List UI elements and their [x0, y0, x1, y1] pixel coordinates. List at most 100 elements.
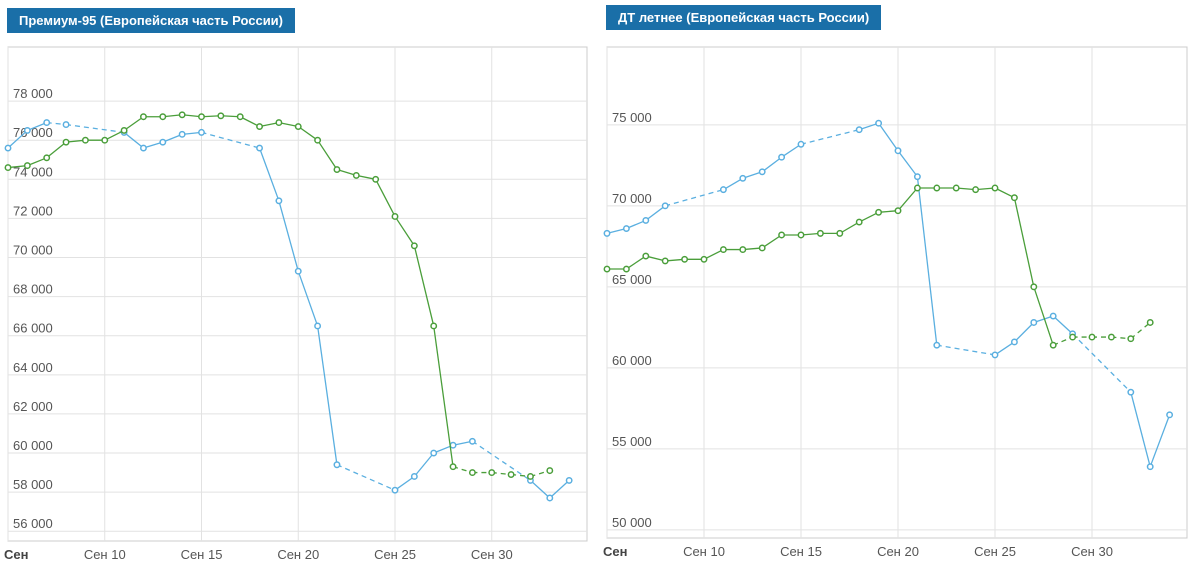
y-tick-label: 55 000 — [612, 434, 652, 449]
data-point — [198, 128, 205, 136]
data-point — [991, 351, 999, 359]
x-tick-label: Сен — [603, 544, 627, 559]
series-segment — [936, 344, 996, 356]
series-segment — [530, 479, 551, 499]
data-point — [875, 119, 883, 127]
data-point — [1049, 341, 1057, 349]
data-point — [1049, 312, 1057, 320]
y-tick-label: 78 000 — [13, 86, 53, 101]
x-tick-label: Сен 30 — [471, 547, 513, 562]
y-tick-label: 75 000 — [612, 110, 652, 125]
series-segment — [375, 179, 396, 217]
series-segment — [297, 125, 318, 141]
data-point — [178, 130, 186, 138]
data-point — [391, 486, 399, 494]
data-point — [449, 463, 457, 471]
data-point — [527, 473, 534, 480]
data-point — [603, 265, 611, 273]
data-point — [933, 184, 941, 192]
data-point — [23, 162, 31, 170]
x-tick-label: Сен 15 — [780, 544, 822, 559]
series-segment — [1149, 414, 1171, 467]
data-point — [797, 231, 805, 239]
data-point — [933, 341, 941, 349]
data-point — [391, 213, 399, 220]
data-point — [430, 449, 438, 457]
data-point — [855, 126, 863, 134]
data-point — [468, 437, 476, 445]
series-segment — [278, 200, 299, 272]
series-segment — [549, 479, 570, 499]
series-segment — [162, 133, 183, 143]
data-point — [430, 322, 438, 330]
data-point — [758, 244, 766, 252]
x-tick-label: Сен 20 — [277, 547, 319, 562]
data-point — [894, 147, 902, 155]
data-point — [546, 467, 554, 475]
data-point — [546, 494, 554, 502]
data-point — [778, 231, 786, 239]
data-point — [622, 225, 630, 232]
data-point — [256, 123, 263, 130]
series-segment — [645, 205, 666, 221]
data-point — [1127, 388, 1135, 396]
data-point — [1107, 333, 1115, 341]
series-green — [603, 184, 1154, 349]
data-point — [1030, 283, 1038, 291]
series-segment — [258, 147, 280, 202]
series-segment — [839, 221, 860, 234]
data-point — [410, 242, 418, 250]
data-point — [1069, 333, 1077, 341]
x-tick-label: Сен 30 — [1071, 544, 1113, 559]
series-segment — [394, 475, 415, 491]
data-point — [797, 140, 805, 148]
series-segment — [916, 176, 938, 346]
series-segment — [413, 245, 435, 327]
series-segment — [994, 341, 1015, 356]
series-segment — [1013, 197, 1035, 287]
data-point — [256, 144, 263, 152]
data-point — [43, 119, 51, 127]
data-point — [333, 166, 341, 173]
y-tick-label: 66 000 — [13, 321, 53, 336]
data-point — [719, 186, 727, 194]
data-point — [4, 164, 12, 172]
series-green — [4, 111, 554, 480]
data-point — [1010, 194, 1018, 202]
series-segment — [394, 216, 415, 247]
series-segment — [7, 129, 28, 149]
series-segment — [761, 234, 782, 249]
data-point — [62, 121, 70, 129]
y-tick-label: 74 000 — [13, 164, 53, 179]
series-segment — [316, 325, 338, 465]
data-point — [294, 267, 302, 275]
data-point — [81, 136, 89, 144]
series-segment — [27, 122, 47, 132]
data-point — [1030, 319, 1038, 326]
data-point — [23, 126, 31, 134]
y-tick-label: 62 000 — [13, 399, 53, 414]
series-segment — [761, 156, 782, 173]
data-point — [778, 153, 786, 161]
data-point — [661, 202, 669, 210]
data-point — [1146, 463, 1154, 471]
data-point — [913, 173, 921, 181]
series-segment — [1130, 321, 1151, 340]
y-tick-label: 72 000 — [13, 203, 53, 218]
data-point — [894, 207, 902, 215]
data-point — [4, 144, 12, 152]
data-point — [410, 473, 418, 480]
data-point — [739, 246, 747, 254]
data-point — [217, 112, 225, 120]
series-segment — [1052, 315, 1074, 335]
series-segment — [317, 139, 338, 170]
series-segment — [781, 143, 802, 158]
series-segment — [858, 211, 879, 223]
data-point — [913, 184, 921, 192]
data-point — [700, 255, 708, 263]
y-tick-label: 56 000 — [13, 516, 53, 531]
series-segment — [1052, 336, 1073, 346]
data-point — [952, 184, 960, 192]
series-segment — [123, 116, 144, 131]
